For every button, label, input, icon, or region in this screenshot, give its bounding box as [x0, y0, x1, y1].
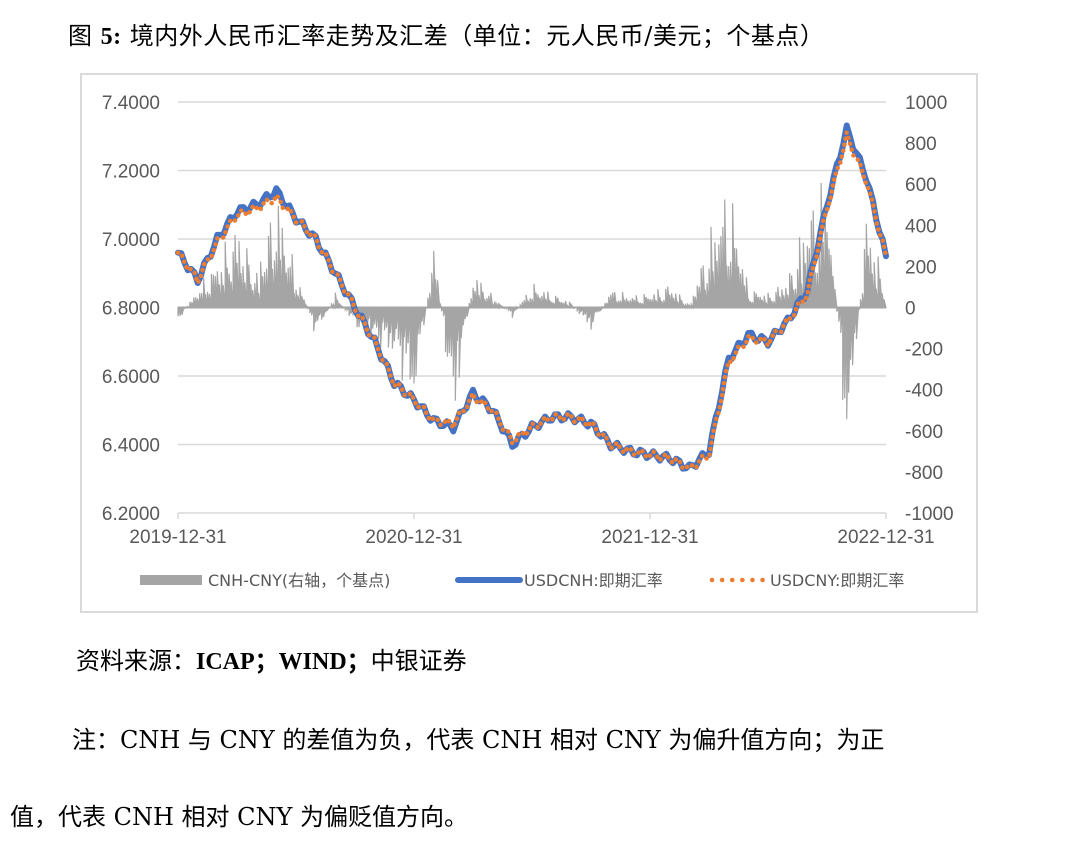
gridlines	[178, 101, 886, 446]
legend-label-cny: USDCNY:即期汇率	[770, 571, 904, 590]
x-axis: 2019-12-31 2020-12-31 2021-12-31 2022-12-31	[129, 512, 935, 548]
source-suffix: 中银证券	[370, 647, 467, 675]
figure-prefix: 图	[68, 22, 101, 50]
left-axis-tick: 7.2000	[102, 162, 160, 183]
right-axis-tick: 200	[905, 257, 937, 278]
right-axis-tick: -200	[905, 340, 943, 361]
left-axis-tick: 7.4000	[102, 93, 160, 114]
source-items: ICAP；WIND；	[196, 649, 371, 675]
right-y-axis: 1000 800 600 400 200 0 -200 -400 -600 -800 -1000	[905, 93, 954, 525]
legend-label-spread: CNH-CNY(右轴，个基点)	[208, 571, 390, 590]
left-axis-tick: 7.0000	[102, 230, 160, 251]
right-axis-tick: -400	[905, 381, 943, 402]
right-axis-tick: 800	[905, 134, 937, 155]
left-axis-tick: 6.8000	[102, 299, 160, 320]
x-axis-tick: 2021-12-31	[601, 527, 698, 548]
usdcny-dotted-series	[175, 131, 889, 472]
right-axis-tick: -800	[905, 463, 943, 484]
right-axis-tick: 0	[905, 299, 916, 320]
x-axis-tick: 2020-12-31	[365, 527, 462, 548]
left-axis-tick: 6.6000	[102, 367, 160, 388]
right-axis-tick: 400	[905, 216, 937, 237]
source-line: 资料来源：ICAP；WIND；中银证券	[76, 641, 467, 676]
left-axis-tick: 6.4000	[102, 436, 160, 457]
note-line-1: 注：CNH 与 CNY 的差值为负，代表 CNH 相对 CNY 为偏升值方向；为…	[72, 726, 885, 754]
spread-area-series	[177, 182, 887, 420]
legend-label-cnh: USDCNH:即期汇率	[524, 571, 663, 590]
figure-number: 5:	[100, 24, 122, 50]
figure-title-text: 境内外人民币汇率走势及汇差（单位：元人民币/美元；个基点）	[121, 22, 825, 50]
left-axis-tick: 6.2000	[102, 504, 160, 525]
right-axis-tick: -600	[905, 422, 943, 443]
right-axis-tick: 600	[905, 175, 937, 196]
right-axis-tick: -1000	[905, 504, 954, 525]
chart-frame	[80, 73, 978, 613]
source-label: 资料来源：	[76, 647, 196, 675]
legend: CNH-CNY(右轴，个基点) USDCNH:即期汇率 USDCNY:即期汇率	[140, 571, 904, 590]
figure-title: 图 5: 境内外人民币汇率走势及汇差（单位：元人民币/美元；个基点）	[68, 16, 824, 51]
left-y-axis: 7.4000 7.2000 7.0000 6.8000 6.6000 6.4000 6.20…	[102, 93, 160, 525]
right-axis-tick: 1000	[905, 93, 947, 114]
note-line-2: 值，代表 CNH 相对 CNY 为偏贬值方向。	[10, 803, 469, 831]
x-axis-tick: 2019-12-31	[129, 527, 226, 548]
legend-swatch-spread	[140, 575, 202, 585]
x-axis-tick: 2022-12-31	[837, 527, 934, 548]
